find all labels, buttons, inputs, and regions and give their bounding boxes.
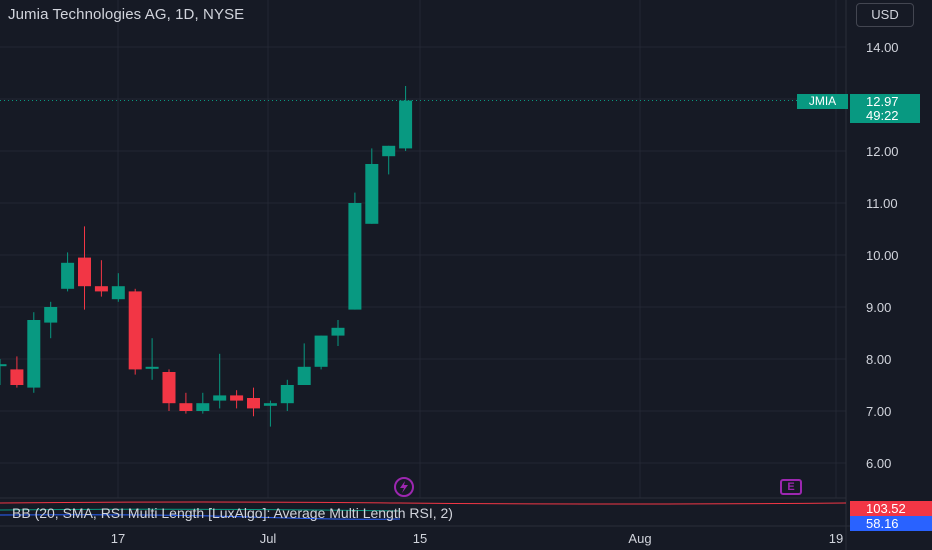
chart-title: Jumia Technologies AG, 1D, NYSE: [8, 6, 244, 23]
candle-body: [348, 203, 362, 310]
candle-body: [78, 257, 91, 287]
candle: [247, 387, 260, 417]
candle-body: [27, 320, 41, 388]
indicator-label[interactable]: BB (20, SMA, RSI Multi Length [LuxAlgo]:…: [12, 505, 453, 521]
candle: [348, 192, 362, 310]
candle: [297, 343, 311, 385]
candle-body: [0, 364, 7, 367]
price-axis-label: 8.00: [866, 352, 891, 367]
time-axis-label: 19: [829, 531, 843, 546]
candle: [0, 359, 7, 385]
candle-body: [44, 307, 58, 323]
price-axis-label: 14.00: [866, 40, 899, 55]
candle-body: [94, 286, 108, 292]
dividend-lightning-icon[interactable]: [394, 477, 414, 497]
time-axis: 17 Jul 15 Aug 19: [111, 531, 843, 546]
earnings-icon[interactable]: E: [780, 479, 802, 495]
candle-body: [365, 164, 379, 224]
candles: [0, 86, 413, 427]
candle: [331, 320, 345, 346]
chart-title-text: Jumia Technologies AG, 1D, NYSE: [8, 6, 245, 23]
candle: [399, 86, 413, 151]
candle: [280, 379, 294, 411]
candle-body: [297, 366, 311, 385]
price-axis-label: 11.00: [866, 196, 898, 211]
price-axis-label: 10.00: [866, 248, 899, 263]
candle: [162, 369, 176, 411]
currency-button[interactable]: USD: [856, 3, 914, 27]
indicator-value-lower: 58.16: [850, 516, 932, 531]
candle: [10, 356, 24, 388]
candle-body: [314, 335, 328, 367]
indicator-lower-line: [0, 514, 401, 520]
time-axis-label: Jul: [260, 531, 277, 546]
candle-body: [247, 398, 260, 409]
candle: [213, 353, 227, 409]
candle: [179, 392, 193, 414]
symbol-tag: JMIA: [797, 94, 848, 109]
candle-body: [331, 327, 345, 336]
candle: [230, 390, 244, 409]
time-axis-label: 15: [413, 531, 427, 546]
candle-body: [230, 395, 244, 401]
candle-body: [382, 145, 396, 157]
candle: [314, 335, 328, 370]
indicator-upper-line: [0, 501, 847, 505]
price-axis: 14.00 12.00 11.00 10.00 9.00 8.00 7.00 6.00: [866, 40, 899, 471]
candle: [263, 400, 277, 427]
candle: [145, 338, 159, 380]
candle-body: [399, 100, 413, 149]
countdown-label: 49:22: [850, 108, 920, 123]
candle-body: [196, 403, 210, 411]
indicator-value-upper: 103.52: [850, 501, 932, 516]
candle: [128, 288, 142, 375]
price-axis-label: 9.00: [866, 300, 891, 315]
candle: [61, 252, 75, 292]
candle-body: [179, 403, 193, 411]
candle: [382, 145, 396, 175]
indicator-pane: [0, 501, 847, 520]
candle: [44, 301, 58, 339]
candle-body: [280, 385, 294, 404]
candle: [196, 392, 210, 414]
candle: [78, 226, 91, 310]
candle-body: [162, 372, 176, 404]
price-axis-label: 7.00: [866, 404, 891, 419]
candle-body: [263, 403, 277, 406]
time-axis-label: Aug: [628, 531, 651, 546]
candle-body: [10, 369, 24, 385]
candle-body: [61, 262, 75, 289]
candle-body: [213, 395, 227, 401]
time-axis-label: 17: [111, 531, 125, 546]
candle: [365, 148, 379, 224]
candle-body: [128, 291, 142, 370]
candle-body: [145, 366, 159, 369]
candle-body: [111, 286, 125, 300]
price-axis-label: 6.00: [866, 456, 891, 471]
last-price-label: 12.97: [850, 94, 920, 109]
candle: [94, 260, 108, 297]
indicator-mid-line: [0, 508, 401, 512]
candle: [111, 273, 125, 302]
price-axis-label: 12.00: [866, 144, 899, 159]
candle: [27, 312, 41, 393]
